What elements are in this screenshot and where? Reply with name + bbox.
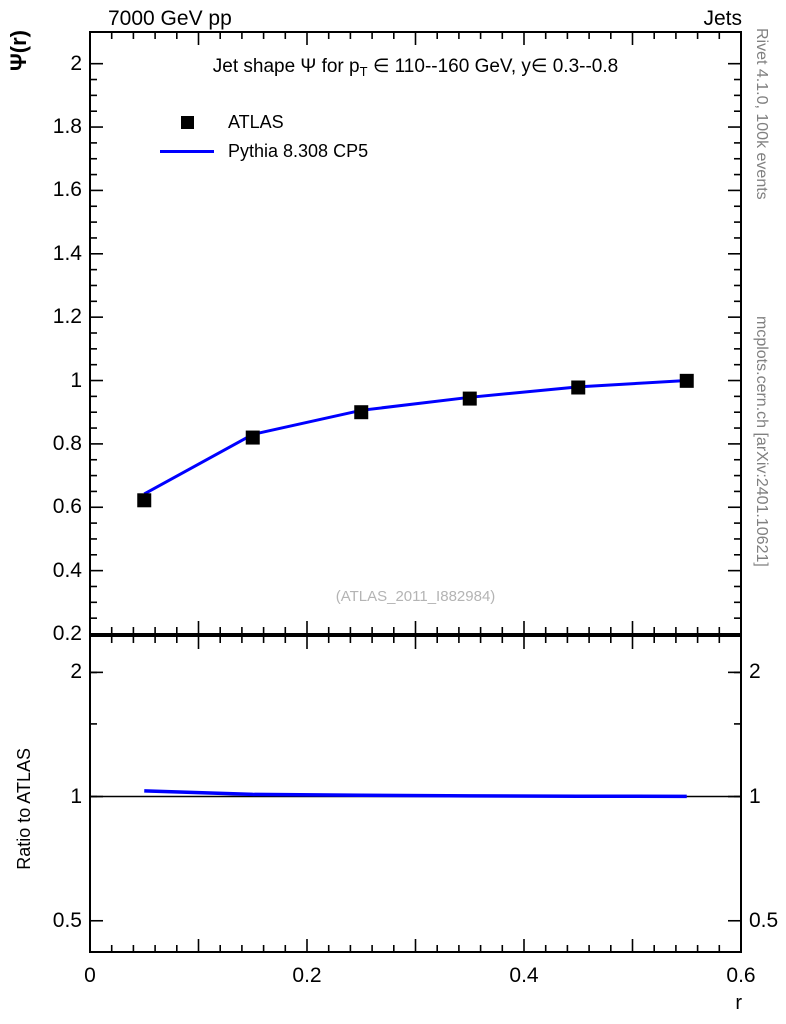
- ratio-y-tick-label: 1: [70, 784, 82, 808]
- main-y-tick-label: 0.2: [52, 622, 82, 645]
- ratio-y-tick-label-right: 2: [749, 660, 761, 684]
- main-panel-frame: [89, 31, 742, 635]
- main-y-tick-label: 2: [70, 51, 82, 75]
- analysis-id-watermark: (ATLAS_2011_I882984): [335, 588, 496, 605]
- legend-label-atlas: ATLAS: [228, 112, 284, 132]
- main-y-tick-label: 1.4: [52, 241, 82, 265]
- x-tick-label: 0: [84, 964, 96, 987]
- atlas-data-point: [679, 373, 694, 388]
- atlas-data-point: [462, 391, 477, 406]
- main-y-tick-label: 0.8: [52, 431, 82, 455]
- main-y-tick-label: 0.4: [52, 558, 82, 582]
- legend-item-atlas: ATLAS: [150, 108, 368, 137]
- legend-label-pythia: Pythia 8.308 CP5: [228, 141, 369, 161]
- ratio-y-tick-label-right: 0.5: [749, 908, 779, 932]
- main-y-tick-label: 1.6: [52, 178, 82, 202]
- atlas-data-point: [245, 430, 260, 445]
- atlas-data-point: [137, 493, 152, 508]
- x-tick-label: 0.6: [726, 964, 756, 987]
- ratio-y-tick-label-right: 1: [749, 784, 761, 808]
- ratio-y-tick-label: 2: [70, 660, 82, 684]
- legend-item-pythia: Pythia 8.308 CP5: [150, 137, 368, 166]
- plot-title-rest: ∈ 110--160 GeV, y∈ 0.3--0.8: [367, 56, 619, 77]
- main-y-tick-label: 1.2: [52, 305, 82, 329]
- analysis-category-label: Jets: [703, 7, 742, 30]
- atlas-data-point: [571, 380, 586, 395]
- x-tick-label: 0.4: [509, 964, 539, 987]
- ratio-y-tick-label: 0.5: [52, 908, 82, 932]
- beam-energy-label: 7000 GeV pp: [108, 7, 232, 30]
- x-axis-label: r: [735, 992, 742, 1014]
- mcplots-source-note: mcplots.cern.ch [arXiv:2401.10621]: [753, 316, 770, 567]
- plot-title: Jet shape Ψ for pT ∈ 110--160 GeV, y∈ 0.…: [90, 55, 741, 79]
- plot-title-subscript: T: [359, 64, 368, 79]
- square-marker-icon: [150, 116, 224, 129]
- line-marker-icon: [150, 150, 224, 153]
- plot-title-main: Jet shape Ψ for p: [212, 56, 360, 77]
- main-y-tick-label: 1: [70, 368, 82, 392]
- pythia-curve: [143, 379, 687, 496]
- ratio-pythia-curve: [144, 789, 687, 799]
- main-y-tick-label: 1.8: [52, 115, 82, 139]
- main-y-tick-label: 0.6: [52, 495, 82, 519]
- rivet-version-note: Rivet 4.1.0, 100k events: [753, 28, 770, 200]
- x-tick-label: 0.2: [292, 964, 322, 987]
- legend: ATLAS Pythia 8.308 CP5: [150, 108, 368, 166]
- atlas-data-point: [354, 405, 369, 420]
